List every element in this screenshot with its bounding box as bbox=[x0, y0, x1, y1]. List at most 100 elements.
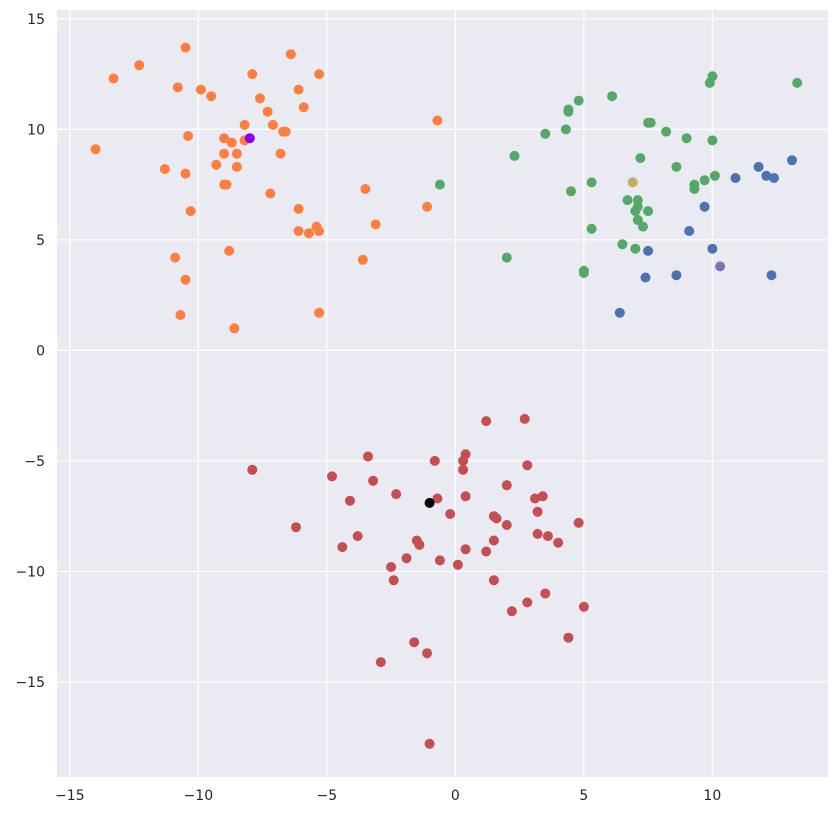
data-point bbox=[175, 310, 186, 320]
x-tick-label: 5 bbox=[579, 788, 588, 804]
data-point bbox=[298, 102, 309, 113]
data-point bbox=[730, 173, 741, 183]
series-4 bbox=[244, 133, 255, 144]
data-point bbox=[540, 128, 551, 139]
data-point bbox=[522, 597, 533, 608]
data-point bbox=[452, 559, 463, 570]
data-point bbox=[293, 226, 304, 236]
data-point bbox=[481, 416, 492, 427]
data-point bbox=[661, 126, 672, 137]
data-point bbox=[586, 177, 597, 188]
data-point bbox=[434, 555, 445, 566]
data-point bbox=[586, 223, 597, 234]
data-point bbox=[501, 480, 512, 491]
y-axis-tick-labels: 15 10 5 0 −5 −10 −15 bbox=[15, 12, 45, 691]
data-point bbox=[506, 606, 517, 617]
data-point bbox=[262, 106, 273, 117]
data-point bbox=[293, 84, 304, 95]
data-point bbox=[671, 161, 682, 172]
x-tick-label: −15 bbox=[55, 788, 85, 804]
data-point bbox=[532, 506, 543, 517]
data-point bbox=[560, 124, 571, 135]
data-point bbox=[244, 133, 255, 144]
data-point bbox=[172, 82, 183, 93]
data-point bbox=[614, 307, 625, 318]
data-point bbox=[573, 95, 584, 106]
data-point bbox=[632, 195, 643, 206]
data-point bbox=[432, 115, 443, 126]
data-point bbox=[314, 69, 325, 80]
data-point bbox=[509, 150, 520, 161]
data-point bbox=[424, 497, 435, 508]
series-7 bbox=[424, 497, 435, 508]
series-6 bbox=[715, 261, 726, 272]
data-point bbox=[761, 170, 772, 181]
data-point bbox=[566, 186, 576, 197]
data-point bbox=[247, 464, 258, 475]
data-points bbox=[90, 42, 803, 749]
data-point bbox=[684, 226, 695, 236]
data-point bbox=[753, 161, 764, 172]
data-point bbox=[185, 206, 196, 217]
y-tick-label: 5 bbox=[36, 233, 45, 249]
y-tick-label: 10 bbox=[27, 122, 45, 138]
data-point bbox=[231, 161, 242, 172]
data-point bbox=[280, 126, 291, 137]
data-point bbox=[769, 173, 779, 183]
data-point bbox=[671, 270, 682, 281]
data-point bbox=[180, 42, 191, 53]
data-point bbox=[540, 588, 551, 599]
data-point bbox=[522, 460, 533, 471]
data-point bbox=[195, 84, 206, 95]
data-point bbox=[445, 509, 456, 519]
data-point bbox=[537, 491, 548, 502]
y-tick-label: −5 bbox=[24, 454, 45, 470]
data-point bbox=[681, 133, 692, 144]
data-point bbox=[501, 252, 512, 263]
data-point bbox=[573, 517, 584, 528]
data-point bbox=[134, 60, 145, 71]
data-point bbox=[352, 531, 363, 542]
data-point bbox=[180, 274, 191, 285]
data-point bbox=[221, 179, 232, 190]
data-point bbox=[422, 201, 433, 212]
data-point bbox=[699, 175, 710, 186]
data-point bbox=[422, 648, 433, 659]
data-point bbox=[267, 119, 278, 130]
data-point bbox=[375, 657, 386, 668]
data-point bbox=[388, 575, 399, 586]
data-point bbox=[401, 553, 412, 564]
data-point bbox=[458, 464, 469, 475]
data-point bbox=[429, 455, 440, 466]
data-point bbox=[293, 203, 304, 214]
data-point bbox=[689, 184, 700, 194]
data-point bbox=[481, 546, 492, 557]
data-point bbox=[645, 117, 656, 128]
data-point bbox=[219, 148, 230, 159]
data-point bbox=[327, 471, 337, 482]
data-point bbox=[699, 201, 710, 212]
data-point bbox=[275, 148, 286, 159]
data-point bbox=[265, 188, 276, 199]
data-point bbox=[643, 206, 654, 217]
data-point bbox=[530, 493, 540, 504]
data-point bbox=[226, 137, 237, 148]
x-tick-label: −10 bbox=[184, 788, 214, 804]
data-point bbox=[357, 254, 368, 265]
y-tick-label: −15 bbox=[15, 675, 45, 691]
data-point bbox=[635, 153, 646, 164]
series-3 bbox=[247, 413, 589, 749]
data-point bbox=[159, 164, 170, 175]
data-point bbox=[285, 49, 296, 60]
data-point bbox=[563, 104, 574, 115]
data-point bbox=[337, 542, 348, 553]
data-point bbox=[553, 537, 564, 548]
data-point bbox=[488, 535, 499, 546]
data-point bbox=[617, 239, 628, 250]
data-point bbox=[345, 495, 355, 506]
data-point bbox=[627, 177, 638, 188]
data-point bbox=[255, 93, 265, 104]
x-tick-label: −5 bbox=[317, 788, 338, 804]
x-axis-tick-labels: −15 −10 −5 0 5 10 bbox=[55, 788, 721, 804]
data-point bbox=[432, 493, 443, 504]
